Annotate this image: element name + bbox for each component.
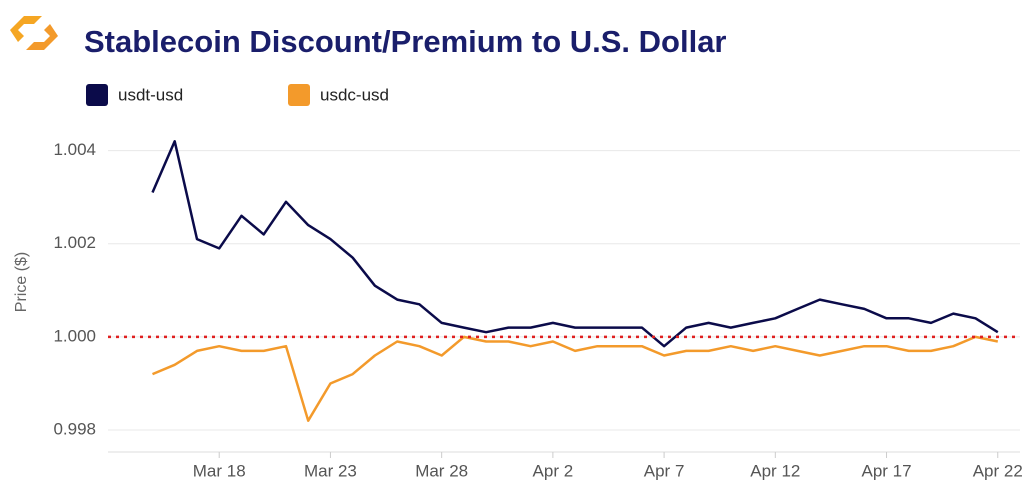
x-tick-label: Apr 2 — [533, 461, 574, 480]
x-tick-label: Mar 23 — [304, 461, 357, 480]
series-line — [151, 140, 999, 348]
x-tick-label: Mar 18 — [193, 461, 246, 480]
legend-label: usdc-usd — [320, 85, 389, 104]
y-tick-label: 0.998 — [53, 420, 96, 439]
legend-label: usdt-usd — [118, 85, 183, 104]
series-line — [152, 335, 999, 422]
x-tick-label: Apr 7 — [644, 461, 685, 480]
y-tick-label: 1.002 — [53, 233, 96, 252]
x-tick-label: Apr 17 — [861, 461, 911, 480]
x-tick-label: Mar 28 — [415, 461, 468, 480]
chart-title: Stablecoin Discount/Premium to U.S. Doll… — [84, 24, 727, 59]
logo — [10, 16, 58, 50]
legend-swatch — [288, 84, 310, 106]
y-axis-label: Price ($) — [13, 252, 30, 312]
legend-swatch — [86, 84, 108, 106]
y-tick-label: 1.000 — [53, 326, 96, 345]
x-tick-label: Apr 12 — [750, 461, 800, 480]
y-tick-label: 1.004 — [53, 140, 96, 159]
x-tick-label: Apr 22 — [973, 461, 1023, 480]
